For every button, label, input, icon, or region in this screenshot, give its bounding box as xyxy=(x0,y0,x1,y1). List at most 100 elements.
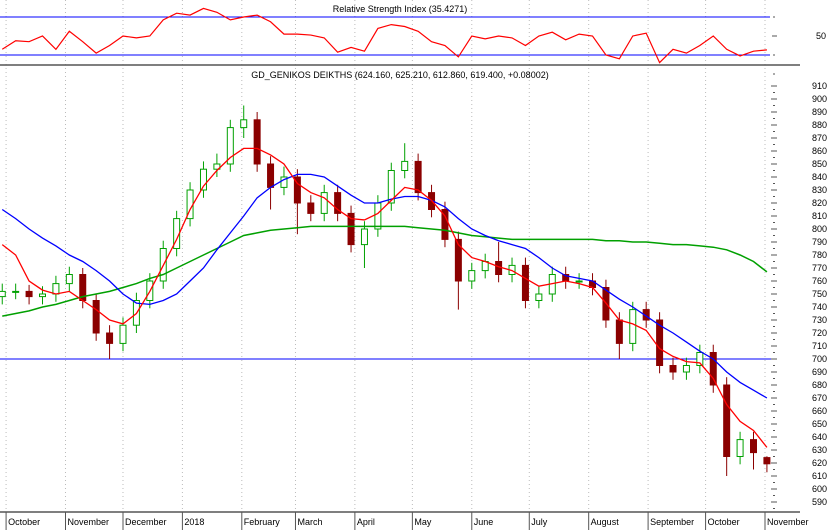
candle-body xyxy=(52,283,60,295)
price-tick-label: 650 xyxy=(812,419,827,429)
price-tick-label: 840 xyxy=(812,172,827,182)
candle-body xyxy=(253,119,261,165)
candle xyxy=(374,195,382,237)
candle xyxy=(38,286,46,305)
price-panel: GD_GENIKOS DEIKTHS (624.160, 625.210, 61… xyxy=(0,66,827,512)
candle-body xyxy=(65,274,73,285)
candle xyxy=(65,266,73,292)
candle-body xyxy=(240,119,248,129)
rsi-line xyxy=(1,7,767,64)
price-tick-label: 740 xyxy=(812,302,827,312)
candle-body xyxy=(347,212,355,246)
candle-body xyxy=(669,365,677,373)
price-tick-label: 810 xyxy=(812,211,827,221)
candle-body xyxy=(441,209,449,240)
candle-body xyxy=(360,228,368,246)
price-title: GD_GENIKOS DEIKTHS (624.160, 625.210, 61… xyxy=(251,70,548,80)
candle-body xyxy=(750,439,758,454)
candle-body xyxy=(293,176,301,204)
candle-body xyxy=(414,160,422,194)
price-tick-label: 880 xyxy=(812,120,827,130)
price-tick-label: 670 xyxy=(812,393,827,403)
candle xyxy=(468,262,476,289)
candle-body xyxy=(374,202,382,230)
x-tick-label: September xyxy=(650,517,694,527)
candle xyxy=(481,253,489,279)
candle xyxy=(656,312,664,374)
candle xyxy=(119,317,127,352)
candle-body xyxy=(226,127,234,165)
candle xyxy=(535,286,543,309)
x-tick-label: April xyxy=(357,517,375,527)
candle xyxy=(52,275,60,302)
candle-body xyxy=(92,300,100,334)
rsi-axis: 50 xyxy=(772,16,826,75)
candle-body xyxy=(199,168,207,191)
price-tick-label: 710 xyxy=(812,341,827,351)
price-tick-label: 860 xyxy=(812,146,827,156)
rsi-tick-label: 50 xyxy=(816,31,826,41)
ma-mid-line xyxy=(1,173,768,399)
candle xyxy=(495,242,503,283)
price-tick-label: 870 xyxy=(812,133,827,143)
candle-body xyxy=(213,163,221,170)
x-tick-label: 2018 xyxy=(184,517,204,527)
candle xyxy=(226,119,234,172)
x-tick-label: October xyxy=(708,517,740,527)
candle-body xyxy=(12,290,20,293)
candle xyxy=(213,153,221,177)
candle-body xyxy=(521,264,529,301)
candle-body xyxy=(629,309,637,344)
candle-body xyxy=(387,170,395,204)
candle-body xyxy=(38,293,46,298)
price-tick-label: 820 xyxy=(812,198,827,208)
candle xyxy=(629,301,637,352)
candle xyxy=(186,182,194,227)
candle xyxy=(575,273,583,289)
candle-body xyxy=(709,352,717,386)
candle-body xyxy=(615,319,623,344)
candle xyxy=(347,205,355,253)
candle xyxy=(414,153,422,201)
candle xyxy=(25,284,33,305)
x-tick-label: February xyxy=(244,517,281,527)
candle-body xyxy=(307,202,315,214)
price-axis: 590 600 610 620 630 640 650 660 670 680 690 700 710 7… xyxy=(771,66,827,512)
x-tick-label: October xyxy=(8,517,40,527)
candle-body xyxy=(682,365,690,373)
price-tick-label: 790 xyxy=(812,237,827,247)
candle-body xyxy=(106,332,114,344)
candle xyxy=(360,221,368,268)
candle xyxy=(696,344,704,374)
price-tick-label: 800 xyxy=(812,224,827,234)
candle xyxy=(401,143,409,179)
price-tick-label: 770 xyxy=(812,263,827,273)
candle xyxy=(92,294,100,341)
price-tick-label: 600 xyxy=(812,484,827,494)
candle-body xyxy=(25,290,33,298)
price-tick-label: 690 xyxy=(812,367,827,377)
candle xyxy=(723,377,731,476)
x-tick-label: August xyxy=(591,517,620,527)
price-tick-label: 610 xyxy=(812,471,827,481)
candle-body xyxy=(736,439,744,458)
candle xyxy=(387,162,395,211)
ma-long-line xyxy=(2,225,768,317)
candle-body xyxy=(468,270,476,282)
x-tick-label: June xyxy=(474,517,494,527)
candle xyxy=(280,166,288,196)
x-tick-label: December xyxy=(125,517,167,527)
candle xyxy=(307,195,315,222)
candle xyxy=(669,357,677,380)
price-tick-label: 660 xyxy=(812,406,827,416)
price-tick-label: 680 xyxy=(812,380,827,390)
x-tick-label: November xyxy=(67,517,109,527)
candle xyxy=(521,257,529,309)
candle xyxy=(334,184,342,222)
price-tick-label: 750 xyxy=(812,289,827,299)
candle xyxy=(267,156,275,210)
candlesticks xyxy=(0,105,771,476)
candle xyxy=(441,201,449,248)
rsi-title: Relative Strength Index (35.4271) xyxy=(333,4,468,14)
